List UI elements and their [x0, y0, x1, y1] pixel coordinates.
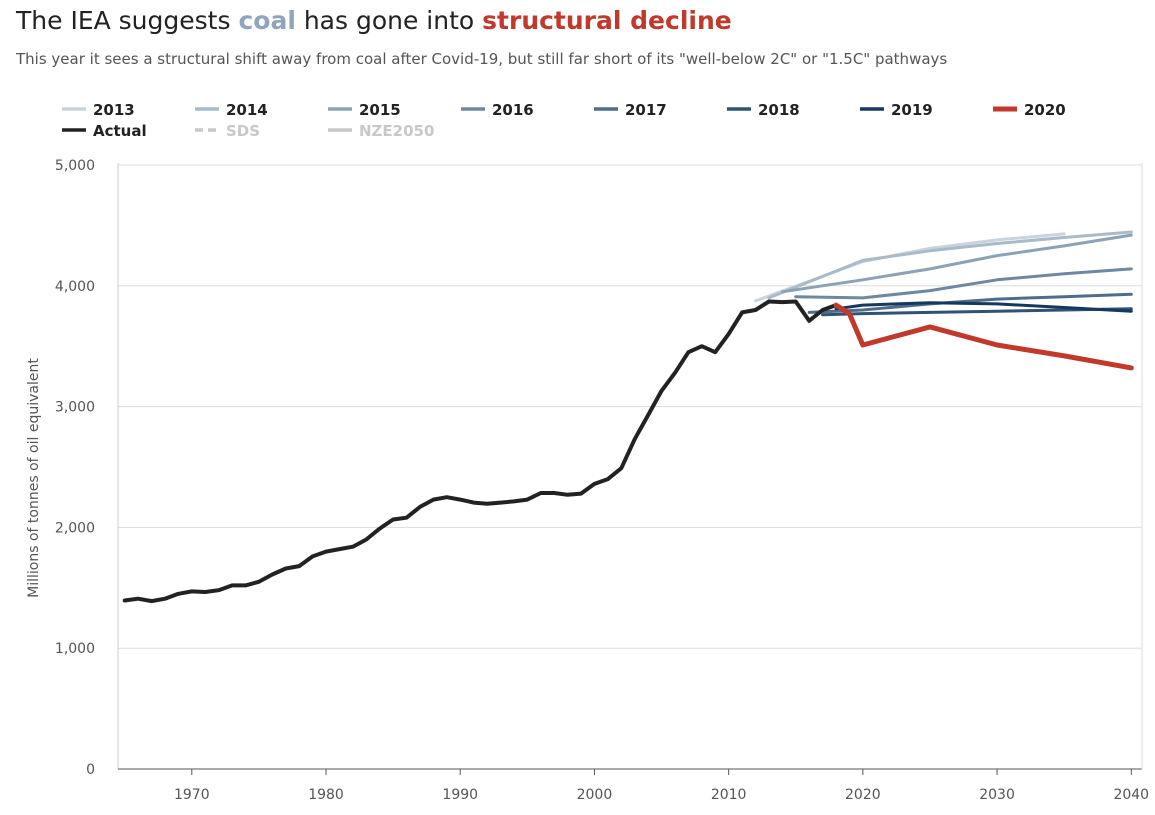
y-tick-label: 5,000: [55, 158, 95, 174]
series-line-2020: [833, 302, 1134, 371]
y-tick-label: 2,000: [55, 520, 95, 536]
series-line-2013: [754, 232, 1066, 303]
x-tick-label: 2020: [845, 787, 881, 803]
y-tick-label: 0: [86, 762, 95, 778]
title-prefix: The IEA suggests: [16, 6, 239, 35]
series-line-2017: [807, 292, 1133, 314]
y-tick-label: 3,000: [55, 400, 95, 416]
x-tick-label: 1990: [442, 787, 478, 803]
legend-item-actual[interactable]: Actual: [62, 122, 147, 140]
x-tick-label: 2030: [979, 787, 1015, 803]
legend-label: 2016: [492, 101, 534, 119]
chart-title: The IEA suggests coal has gone into stru…: [16, 6, 732, 35]
legend-label: 2014: [226, 101, 268, 119]
x-tick-label: 2000: [577, 787, 613, 803]
legend-item-2014[interactable]: 2014: [195, 101, 268, 119]
legend-item-2017[interactable]: 2017: [594, 101, 667, 119]
x-tick-label: 2040: [1113, 787, 1149, 803]
legend-label: Actual: [93, 122, 147, 140]
legend-item-sds[interactable]: SDS: [195, 122, 260, 140]
title-decline: structural decline: [482, 6, 732, 35]
x-tick-label: 1980: [308, 787, 344, 803]
x-tick-label: 1970: [174, 787, 210, 803]
legend-label: 2018: [758, 101, 800, 119]
series-line-2016: [794, 267, 1133, 300]
title-middle: has gone into: [295, 6, 483, 35]
y-tick-label: 4,000: [55, 279, 95, 295]
axes: 0 1,000 2,000 3,000 4,000 5,000 1970 1980 1990 20…: [55, 158, 1149, 803]
legend-label: 2013: [93, 101, 135, 119]
legend-item-2013[interactable]: 2013: [62, 101, 135, 119]
series-lines: [122, 230, 1134, 604]
legend-label: NZE2050: [359, 122, 434, 140]
title-coal: coal: [238, 6, 296, 35]
legend-item-2019[interactable]: 2019: [860, 101, 933, 119]
x-tick-label: 2010: [711, 787, 747, 803]
y-axis-label: Millions of tonnes of oil equivalent: [26, 358, 42, 598]
legend-item-2020[interactable]: 2020: [993, 101, 1066, 119]
legend-item-2018[interactable]: 2018: [727, 101, 800, 119]
chart-subtitle: This year it sees a structural shift awa…: [16, 50, 948, 68]
series-line-2015: [780, 233, 1133, 294]
legend-label: 2015: [359, 101, 401, 119]
legend-label: 2017: [625, 101, 667, 119]
legend-label: 2019: [891, 101, 933, 119]
legend-item-2016[interactable]: 2016: [461, 101, 534, 119]
legend-label: SDS: [226, 122, 260, 140]
legend-item-2015[interactable]: 2015: [328, 101, 401, 119]
series-line-2019: [834, 301, 1133, 313]
series-line-2014: [767, 230, 1133, 300]
y-tick-label: 1,000: [55, 641, 95, 657]
series-line-2018: [821, 307, 1133, 317]
series-line-actual: [122, 299, 838, 604]
grid-lines: [118, 164, 1142, 649]
legend[interactable]: 2013 2014 2015 2016 2017 2018 2019 2020 Actual SD…: [62, 101, 1066, 140]
legend-item-nze2050[interactable]: NZE2050: [328, 122, 434, 140]
legend-label: 2020: [1024, 101, 1066, 119]
